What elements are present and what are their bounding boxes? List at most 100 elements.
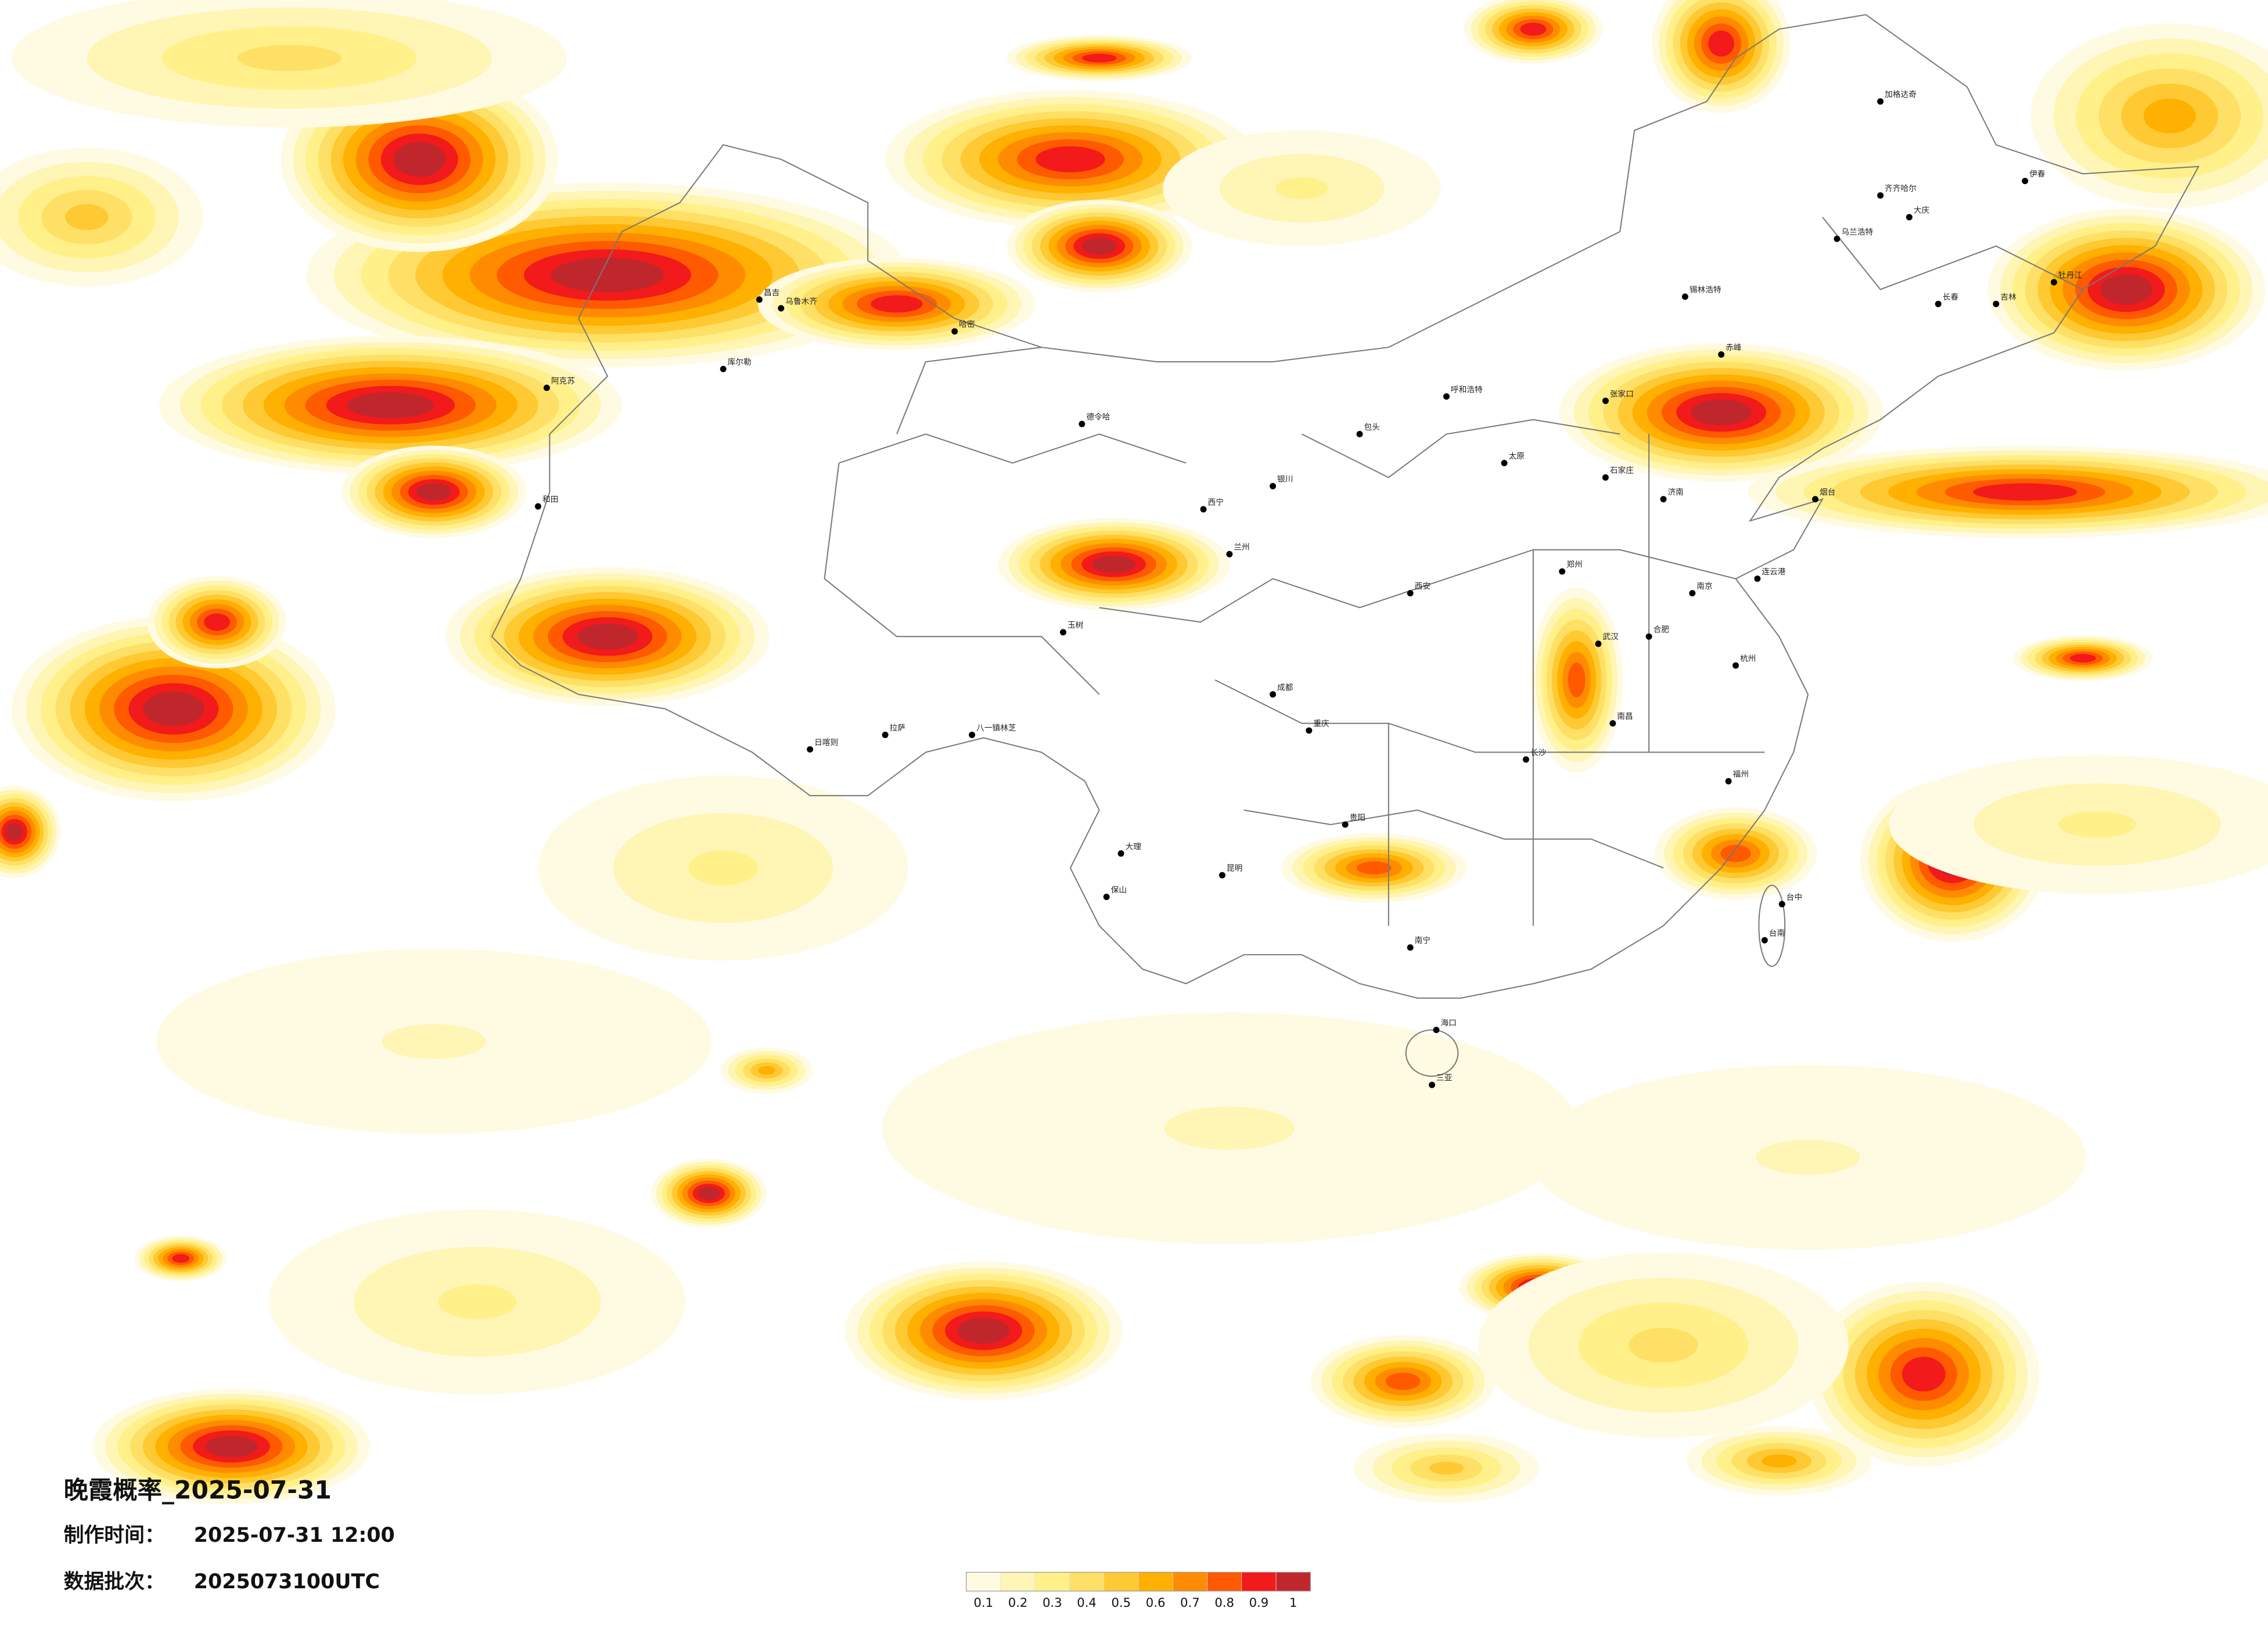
city-dot [1226,551,1233,557]
city-dot [969,732,976,738]
colorbar-tick-label: 0.2 [1008,1595,1028,1610]
borders [491,14,2200,1077]
city-label: 南京 [1696,582,1712,591]
city-label: 石家庄 [1610,466,1634,476]
city-label: 和田 [542,495,558,505]
city-dot [1602,474,1609,481]
city-dot [756,296,763,303]
city-label: 海口 [1440,1019,1456,1028]
city-dot [778,305,785,312]
colorbar-swatch [1069,1572,1105,1592]
city-label: 阿克苏 [551,376,575,386]
city-label: 拉萨 [890,724,905,733]
city-dot [1993,300,2000,307]
probability-patch [143,691,204,726]
city-label: 呼和浩特 [1451,385,1483,394]
colorbar-swatch [1104,1572,1139,1592]
city-dot [1754,575,1761,582]
city-label: 哈密 [959,319,975,329]
city-label: 郑州 [1566,560,1582,570]
city-dot [2050,279,2057,286]
city-label: 银川 [1277,475,1293,484]
city-dot [1595,641,1602,647]
city-dot [1501,459,1508,466]
city-dot [1306,727,1313,734]
city-dot [1117,850,1124,857]
probability-patch [1275,177,1328,199]
probability-patch [1081,237,1117,255]
city-dot [1877,98,1884,105]
probability-patch [1902,1357,1946,1392]
colorbar-frame [965,1571,1311,1592]
city-label: 西安 [1415,582,1430,591]
city-label: 三亚 [1436,1074,1453,1083]
probability-patch [871,295,923,313]
city-label: 保山 [1111,886,1127,895]
city-dot [1689,589,1696,596]
city-dot [1660,496,1667,503]
city-label: 八一镇林芝 [976,724,1016,733]
city-dot [720,365,727,372]
probability-patch [5,823,23,841]
colorbar-swatch [1000,1572,1036,1592]
probability-patch [382,1024,486,1059]
city-dot [1407,589,1414,596]
city-dot [1059,629,1066,636]
city-label: 赤峰 [1726,343,1742,352]
city-dot [1761,937,1768,944]
city-label: 库尔勒 [728,358,752,367]
city-dot [1219,872,1225,879]
city-label: 连云港 [1762,567,1785,577]
probability-patch [1081,53,1117,63]
probability-patch [1429,1461,1464,1475]
meta-value: 2025073100UTC [194,1570,380,1593]
city-dot [1645,633,1652,640]
city-dot [951,328,958,335]
city-label: 伊春 [2029,170,2046,179]
city-label: 合肥 [1654,625,1670,635]
colorbar-swatch [1034,1572,1070,1592]
city-label: 包头 [1364,423,1379,432]
probability-field [0,0,2268,1505]
colorbar-tick-label: 0.7 [1180,1595,1200,1610]
probability-patch [957,1318,1010,1344]
city-dot [543,384,550,391]
probability-patch [65,204,109,231]
colorbar-tick-label: 0.1 [973,1595,993,1610]
city-dot [1725,778,1732,785]
city-dot [1433,1027,1440,1034]
probability-patch [347,392,434,419]
probability-patch [1762,1454,1797,1467]
city-dot [1834,235,1841,242]
taiwan-outline [1758,884,1786,967]
city-dot [1270,483,1277,490]
city-label: 西宁 [1208,498,1224,508]
probability-patch [688,850,758,886]
city-label: 成都 [1277,683,1293,692]
city-label: 重庆 [1313,720,1329,729]
colorbar-swatch [1138,1572,1173,1592]
city-label: 太原 [1509,452,1525,461]
city-dot [1429,1081,1436,1088]
probability-patch [1385,1372,1421,1390]
probability-patch [416,483,452,501]
city-dot [882,732,889,738]
colorbar-swatch [1241,1572,1277,1592]
city-label: 兰州 [1234,543,1249,552]
probability-patch [1972,483,2077,501]
city-label: 南昌 [1617,712,1633,721]
china-outline [491,14,2200,999]
city-label: 贵阳 [1350,813,1365,822]
city-label: 烟台 [1820,488,1835,497]
city-dot [1733,662,1739,669]
probability-patch [204,613,230,631]
city-label: 乌鲁木齐 [785,297,817,306]
probability-patch [757,1066,775,1075]
city-label: 吉林 [2000,293,2017,302]
city-dot [1522,756,1529,763]
probability-patch [1520,22,1547,36]
colorbar: 0.1 0.2 0.3 0.4 0.5 0.6 0.7 0.8 0.9 1 [965,1571,1311,1610]
city-label: 长沙 [1530,748,1547,757]
city-label: 牡丹江 [2058,271,2082,280]
city-label: 大理 [1126,842,1142,851]
